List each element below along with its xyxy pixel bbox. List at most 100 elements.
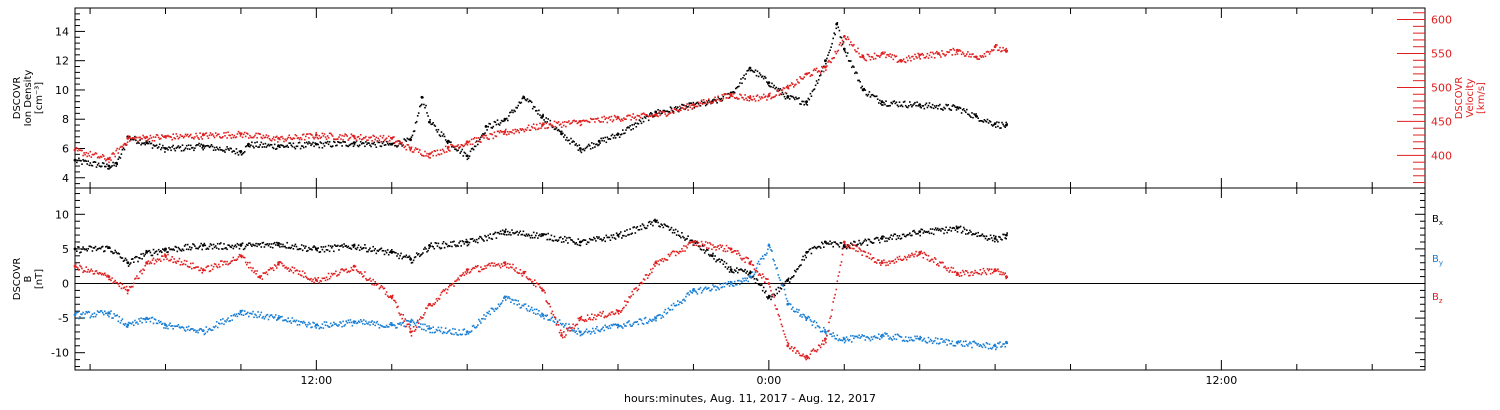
data-dot	[797, 311, 799, 313]
data-dot	[81, 313, 83, 316]
data-dot	[147, 138, 150, 141]
data-dot	[549, 319, 552, 321]
data-dot	[140, 143, 142, 146]
data-dot	[647, 115, 650, 118]
data-dot	[350, 248, 353, 250]
data-dot	[847, 339, 850, 342]
data-dot	[490, 133, 493, 135]
data-dot	[170, 136, 172, 138]
data-dot	[359, 319, 362, 321]
data-dot	[779, 93, 782, 95]
data-dot	[736, 86, 738, 89]
data-dot	[236, 258, 239, 260]
data-dot	[999, 127, 1001, 129]
data-dot	[571, 141, 573, 143]
data-dot	[887, 335, 889, 337]
data-dot	[569, 237, 571, 239]
data-dot	[185, 248, 188, 251]
y-right-tick-label: 500	[1431, 81, 1452, 94]
data-dot	[140, 269, 142, 272]
data-dot	[815, 321, 818, 324]
data-point	[993, 268, 997, 272]
data-dot	[605, 117, 608, 119]
data-dot	[358, 144, 361, 146]
data-dot	[394, 251, 396, 254]
data-dot	[370, 136, 372, 138]
data-dot	[414, 122, 417, 124]
data-dot	[813, 68, 816, 70]
data-dot	[741, 82, 743, 85]
data-dot	[973, 233, 975, 236]
data-dot	[512, 129, 514, 131]
data-dot	[572, 330, 574, 332]
data-dot	[675, 108, 678, 110]
data-dot	[535, 234, 537, 237]
data-dot	[633, 123, 635, 126]
data-dot	[665, 110, 668, 112]
data-dot	[669, 309, 672, 311]
data-dot	[696, 242, 699, 244]
data-dot	[659, 109, 661, 112]
data-dot	[981, 272, 984, 274]
data-dot	[383, 144, 386, 146]
data-dot	[98, 272, 101, 274]
data-dot	[199, 145, 201, 147]
data-dot	[427, 115, 429, 117]
data-dot	[304, 138, 306, 141]
data-dot	[666, 114, 669, 117]
data-point	[503, 230, 507, 234]
data-dot	[618, 325, 621, 327]
data-dot	[251, 136, 253, 139]
data-dot	[806, 357, 809, 360]
data-dot	[961, 345, 964, 347]
data-dot	[378, 287, 381, 290]
data-dot	[169, 147, 171, 149]
data-dot	[238, 132, 241, 134]
data-dot	[206, 331, 209, 333]
data-dot	[678, 234, 680, 237]
data-dot	[257, 311, 259, 313]
data-dot	[771, 82, 773, 85]
y-tick-label: -5	[58, 312, 69, 325]
data-dot	[958, 226, 961, 229]
data-dot	[218, 263, 220, 266]
data-dot	[163, 327, 165, 329]
data-dot	[860, 250, 862, 252]
data-dot	[282, 137, 284, 140]
data-dot	[880, 264, 882, 266]
data-dot	[781, 284, 784, 287]
data-dot	[130, 258, 133, 260]
data-dot	[207, 145, 210, 147]
data-dot	[991, 125, 994, 127]
data-dot	[699, 105, 702, 107]
data-dot	[718, 97, 720, 100]
data-dot	[821, 241, 823, 244]
data-dot	[771, 294, 773, 296]
data-dot	[558, 236, 561, 239]
data-dot	[831, 309, 833, 311]
data-dot	[93, 247, 96, 249]
data-dot	[252, 267, 254, 269]
data-dot	[853, 240, 855, 243]
data-dot	[176, 146, 179, 149]
data-dot	[568, 323, 570, 325]
data-dot	[515, 231, 517, 234]
data-dot	[263, 146, 266, 148]
data-dot	[869, 58, 872, 61]
data-dot	[384, 293, 387, 296]
data-dot	[97, 273, 100, 275]
data-dot	[989, 272, 992, 275]
data-dot	[987, 51, 990, 53]
data-dot	[489, 123, 491, 125]
data-dot	[521, 233, 524, 236]
data-dot	[252, 136, 254, 139]
data-dot	[91, 270, 94, 272]
data-dot	[501, 300, 504, 302]
data-dot	[887, 105, 889, 107]
data-dot	[345, 144, 347, 147]
data-dot	[872, 242, 875, 244]
data-dot	[861, 254, 863, 256]
data-dot	[175, 325, 178, 327]
data-dot	[216, 326, 219, 329]
data-dot	[535, 110, 537, 112]
